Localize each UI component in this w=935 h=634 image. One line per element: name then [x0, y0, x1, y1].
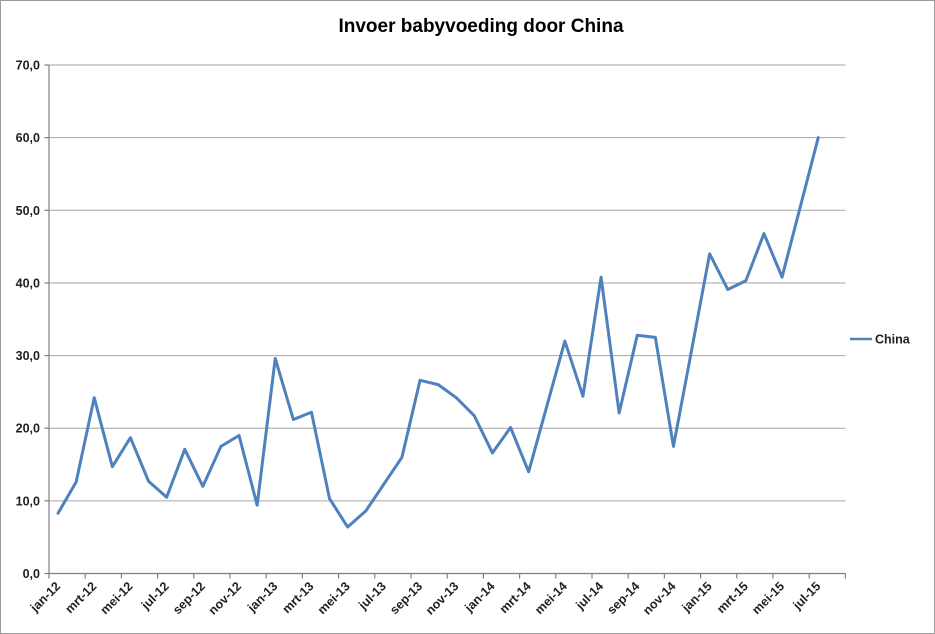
x-tick-label: mrt-12 — [62, 579, 99, 616]
x-tick-label: nov-12 — [206, 579, 244, 617]
x-tick-label: jul-14 — [572, 579, 606, 613]
x-tick-label: mrt-13 — [280, 579, 317, 616]
x-tick-label: nov-13 — [423, 579, 461, 617]
x-tick-label: mrt-14 — [497, 579, 534, 616]
x-tick-label: jan-12 — [27, 579, 63, 615]
y-tick-label: 50,0 — [16, 204, 40, 218]
y-tick-label: 40,0 — [16, 276, 40, 290]
x-tick-label: jul-13 — [355, 579, 389, 613]
x-tick-label: mrt-15 — [714, 579, 751, 616]
legend: China — [850, 333, 911, 347]
series-lines — [56, 136, 820, 529]
y-tick-label: 20,0 — [16, 422, 40, 436]
chart-title: Invoer babyvoeding door China — [338, 16, 623, 37]
x-tick-label: sep-12 — [170, 579, 208, 617]
x-tick-label: sep-14 — [604, 579, 642, 617]
y-tick-label: 60,0 — [16, 131, 40, 145]
gridlines — [49, 64, 846, 502]
axes — [44, 64, 847, 579]
x-tick-label: mei-12 — [98, 579, 136, 617]
y-tick-label: 30,0 — [16, 349, 40, 363]
x-tick-label: jan-13 — [244, 579, 280, 615]
x-tick-label: nov-14 — [640, 579, 678, 617]
x-tick-label: mei-15 — [749, 579, 787, 617]
x-tick-label: jul-12 — [138, 579, 172, 613]
x-tick-label: mei-13 — [315, 579, 353, 617]
series-line-china — [56, 136, 820, 529]
x-tick-label: jul-15 — [790, 579, 824, 613]
legend-series-label: China — [875, 333, 911, 347]
x-tick-label: jan-15 — [679, 579, 715, 615]
x-tick-label: sep-13 — [387, 579, 425, 617]
x-tick-label: mei-14 — [532, 579, 570, 617]
y-tick-label: 10,0 — [16, 494, 40, 508]
y-tick-label: 0,0 — [23, 567, 40, 581]
x-tick-label: jan-14 — [461, 579, 497, 615]
y-tick-label: 70,0 — [16, 59, 40, 73]
